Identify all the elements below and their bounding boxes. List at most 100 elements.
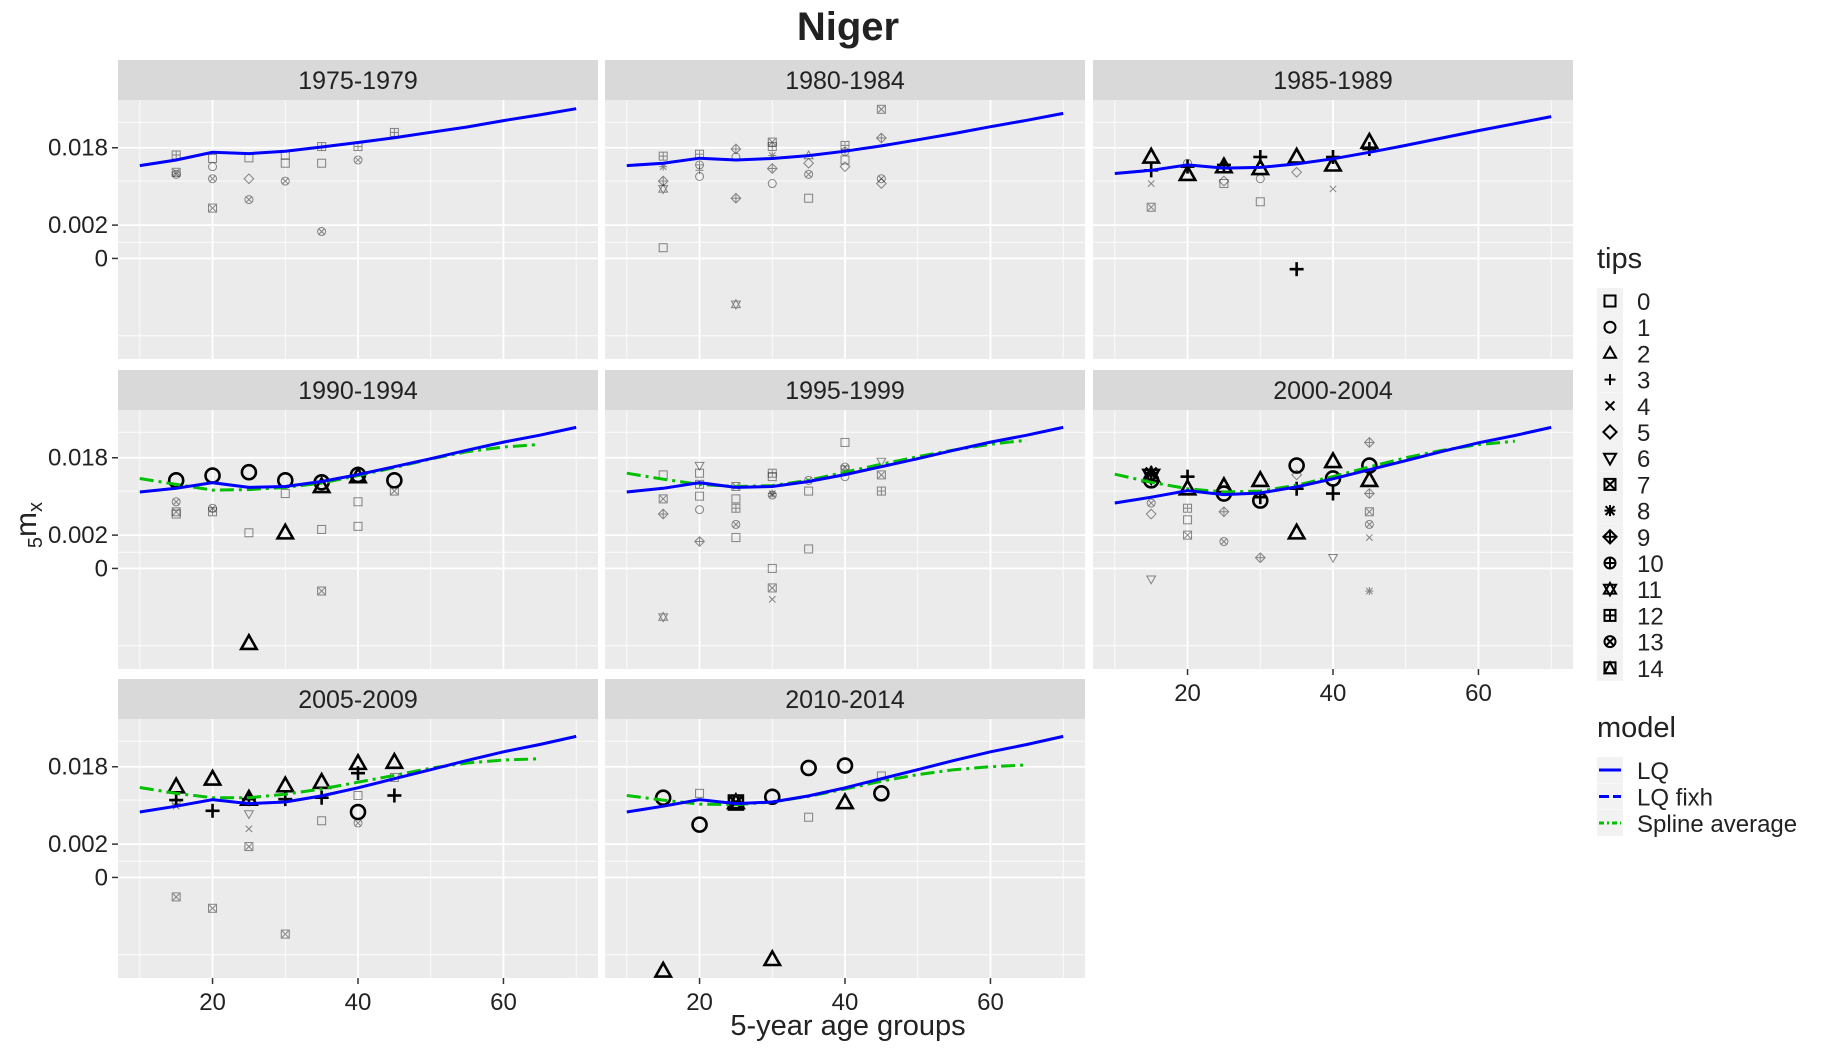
legend-tip-symbol bbox=[1603, 608, 1617, 622]
data-point bbox=[1183, 515, 1193, 525]
data-point-faint bbox=[804, 486, 814, 496]
data-point bbox=[1147, 179, 1155, 188]
data-point bbox=[238, 632, 259, 651]
data-point bbox=[658, 494, 668, 504]
lq-line bbox=[626, 734, 1064, 814]
data-point-faint bbox=[731, 519, 741, 529]
data-point-faint bbox=[244, 528, 254, 538]
data-point bbox=[317, 524, 327, 534]
x-tick-label: 60 bbox=[1465, 680, 1492, 707]
lq-line bbox=[1114, 115, 1552, 175]
y-tick-label: 0.018 bbox=[48, 754, 108, 781]
facet-strip-label: 2000-2004 bbox=[1273, 377, 1393, 405]
data-point bbox=[653, 960, 674, 978]
y-tick-label: 0.018 bbox=[48, 445, 108, 472]
data-point bbox=[208, 507, 218, 517]
data-point bbox=[767, 468, 777, 478]
data-point bbox=[243, 173, 255, 185]
facet-strip-label: 1980-1984 bbox=[785, 67, 905, 95]
data-point-faint bbox=[1291, 166, 1303, 178]
spline-average-line bbox=[139, 757, 540, 800]
data-point-faint bbox=[1183, 503, 1193, 513]
legend-tip-item: 0 bbox=[1597, 288, 1650, 316]
data-point-faint bbox=[695, 505, 705, 515]
data-point-faint bbox=[658, 151, 668, 161]
legend-tip-item: 14 bbox=[1597, 654, 1664, 683]
data-point bbox=[657, 611, 669, 623]
data-point-faint bbox=[875, 132, 887, 144]
data-point bbox=[1254, 552, 1266, 564]
data-point-faint bbox=[694, 461, 705, 472]
data-point-faint bbox=[1147, 179, 1155, 188]
x-tick-label: 60 bbox=[490, 989, 517, 1016]
facet-strip bbox=[605, 370, 1085, 410]
data-point-faint bbox=[208, 507, 218, 517]
data-point-faint bbox=[280, 929, 290, 939]
data-point bbox=[384, 751, 405, 770]
data-point-faint bbox=[767, 468, 777, 478]
legend-tip-label: 1 bbox=[1637, 315, 1650, 342]
legend-model-title: model bbox=[1597, 712, 1676, 744]
data-point bbox=[351, 766, 365, 781]
lq-line bbox=[1114, 425, 1552, 505]
data-point-faint bbox=[876, 104, 886, 114]
data-point-faint bbox=[244, 842, 254, 852]
data-point-faint bbox=[839, 161, 851, 173]
facet-panel: 2010-2014 20 40 60 bbox=[605, 679, 1085, 1016]
data-point-faint bbox=[730, 143, 742, 155]
data-point bbox=[353, 790, 363, 800]
legend-tip-symbol bbox=[1604, 400, 1616, 411]
data-point bbox=[657, 508, 669, 520]
data-point-faint bbox=[353, 155, 363, 165]
legend-tip-item: 4 bbox=[1597, 392, 1650, 421]
data-point bbox=[766, 162, 778, 174]
chart-title: Niger bbox=[797, 5, 899, 49]
data-point-faint bbox=[695, 491, 705, 501]
legend-model-item: LQ fixh bbox=[1597, 783, 1713, 812]
legend-tip-symbol bbox=[1601, 423, 1619, 441]
y-axis-title-text: 5mx bbox=[10, 502, 47, 548]
data-point bbox=[1141, 146, 1162, 164]
data-point-faint bbox=[875, 178, 887, 190]
data-point-faint bbox=[1145, 508, 1157, 520]
data-point bbox=[694, 461, 705, 472]
legend-model-label: Spline average bbox=[1637, 811, 1797, 838]
data-point-faint bbox=[658, 494, 668, 504]
data-point bbox=[208, 503, 218, 513]
data-point-faint bbox=[280, 176, 290, 186]
data-point bbox=[873, 785, 890, 802]
data-point-faint bbox=[840, 437, 850, 447]
facet-strip bbox=[118, 679, 598, 719]
data-point bbox=[386, 472, 403, 489]
data-point bbox=[1327, 554, 1339, 564]
data-point bbox=[695, 468, 705, 478]
data-point bbox=[243, 810, 255, 820]
data-point bbox=[767, 563, 777, 573]
data-point bbox=[730, 192, 742, 204]
data-point bbox=[208, 174, 218, 184]
data-point bbox=[208, 162, 218, 172]
y-tick-label: 0.018 bbox=[48, 135, 108, 162]
facet-panel: 2000-2004 20 40 60 bbox=[1093, 370, 1573, 707]
legend-tip-symbol bbox=[1603, 320, 1617, 334]
data-point bbox=[171, 509, 181, 519]
legend-tip-label: 12 bbox=[1637, 603, 1664, 630]
legend-tip-label: 2 bbox=[1637, 341, 1650, 368]
data-point-faint bbox=[657, 183, 669, 195]
data-point bbox=[311, 475, 332, 494]
data-point-faint bbox=[208, 174, 218, 184]
data-point bbox=[244, 842, 254, 852]
data-point bbox=[767, 490, 777, 500]
data-point-faint bbox=[694, 536, 706, 548]
data-point bbox=[244, 195, 254, 205]
data-point bbox=[1365, 587, 1374, 596]
y-axis-title-pre: 5 bbox=[25, 537, 47, 548]
data-point bbox=[240, 463, 258, 481]
data-point bbox=[1323, 154, 1343, 172]
data-point bbox=[1326, 486, 1340, 501]
data-point-faint bbox=[803, 157, 815, 169]
data-point bbox=[767, 472, 777, 482]
data-point-faint bbox=[353, 497, 363, 507]
data-point-faint bbox=[657, 508, 669, 520]
data-point-faint bbox=[1365, 587, 1374, 596]
